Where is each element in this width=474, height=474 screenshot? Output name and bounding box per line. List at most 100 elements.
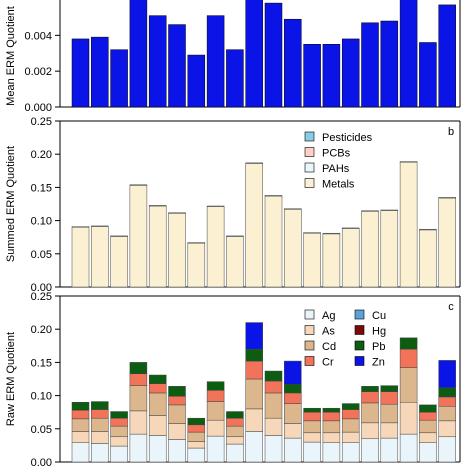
- bar-segment: [264, 370, 283, 382]
- bar-segment: [245, 163, 263, 288]
- bar-segment: [110, 425, 128, 438]
- bar-segment: [419, 229, 437, 288]
- bar-segment: [71, 442, 90, 463]
- bar: [399, 0, 418, 108]
- y-tick-label: 0.10: [31, 216, 52, 228]
- panel-mean-erm-quotient: 0.000 0.002 0.004 Mean ERM Quotient: [5, 0, 461, 114]
- bar-segment: [187, 441, 206, 449]
- bar-segment: [206, 205, 225, 207]
- bar-segment: [110, 445, 128, 463]
- legend-label: Ag: [322, 310, 335, 322]
- legend-swatch: [304, 147, 315, 157]
- bar-segment: [226, 443, 244, 463]
- bar-segment: [264, 195, 283, 288]
- bar-segment: [110, 411, 128, 419]
- bar: [322, 44, 341, 108]
- bar-segment: [206, 381, 225, 391]
- bar-segment: [110, 436, 128, 447]
- bar-segment: [187, 242, 206, 288]
- bar-segment: [341, 442, 360, 463]
- bar-segment: [71, 418, 90, 432]
- bar-segment: [341, 418, 360, 433]
- y-tick-label: 0.20: [31, 324, 52, 336]
- bar-segment: [380, 403, 399, 424]
- y-tick-label: 0.15: [31, 182, 52, 194]
- bar: [380, 20, 399, 108]
- bar-segment: [284, 360, 302, 385]
- y-tick-label: 0.000: [24, 102, 52, 114]
- bar-segment: [226, 417, 244, 427]
- legend-label: Zn: [372, 357, 385, 369]
- legend-swatch: [304, 162, 315, 173]
- bar-segment: [168, 423, 186, 440]
- bar-segment: [284, 209, 302, 288]
- bar: [129, 0, 148, 108]
- bar-segment: [438, 360, 456, 388]
- bar-segment: [187, 431, 206, 442]
- bar-segment: [284, 384, 302, 394]
- bar-segment: [264, 380, 283, 394]
- bar: [91, 36, 109, 108]
- bar-segment: [71, 226, 90, 228]
- bar-segment: [129, 362, 148, 374]
- bar-segment: [380, 385, 399, 392]
- bar-segment: [148, 205, 167, 207]
- bar-segment: [399, 433, 418, 463]
- bar-segment: [361, 210, 379, 212]
- bar-segment: [245, 360, 263, 380]
- y-axis-label: Summed ERM Quotient: [5, 146, 17, 262]
- y-tick-label: 0.00: [31, 457, 52, 469]
- bar-segment: [419, 228, 437, 231]
- y-tick-label: 0.002: [24, 66, 52, 78]
- bar-segment: [341, 409, 360, 420]
- bar-segment: [361, 402, 379, 424]
- legend-swatch: [354, 325, 365, 335]
- panel-raw-erm-quotient: 0.00 0.05 0.10 0.15 0.20 0.25 Raw ERM Quotient…: [5, 291, 461, 469]
- legend-label: Pesticides: [322, 132, 373, 144]
- bar-segment: [148, 383, 167, 394]
- legend-swatch: [304, 131, 315, 142]
- bar-segment: [322, 420, 341, 434]
- bar-segment: [71, 431, 90, 443]
- y-axis-label: Raw ERM Quotient: [5, 332, 17, 426]
- bar-segment: [322, 432, 341, 443]
- bar-segment: [341, 228, 360, 288]
- bar: [110, 49, 128, 108]
- bar-segment: [284, 392, 302, 404]
- bar-segment: [187, 447, 206, 463]
- bar-segment: [303, 432, 321, 443]
- panel-summed-erm-quotient: 0.00 0.05 0.10 0.15 0.20 0.25 Summed ERM Quoti…: [5, 116, 461, 294]
- y-axis-label: Mean ERM Quotient: [5, 6, 17, 106]
- bar: [71, 38, 90, 108]
- legend-swatch: [304, 309, 315, 320]
- bar-segment: [129, 410, 148, 435]
- bar-segment: [380, 422, 399, 439]
- legend-label: Hg: [372, 326, 386, 338]
- bar-segment: [129, 184, 148, 186]
- bar-segment: [419, 404, 437, 413]
- panel-letter: c: [448, 301, 454, 313]
- bar-segment: [71, 409, 90, 420]
- bar-segment: [264, 392, 283, 419]
- legend-swatch: [304, 325, 315, 335]
- y-tick-label: 0.004: [24, 30, 52, 42]
- bar-segment: [399, 401, 418, 435]
- bar-segment: [245, 378, 263, 410]
- legend-label: Cu: [372, 310, 386, 322]
- bar-segment: [438, 420, 456, 438]
- bar-segment: [438, 197, 456, 288]
- y-tick-label: 0.05: [31, 249, 52, 261]
- bar-segment: [168, 386, 186, 397]
- legend-swatch: [354, 356, 365, 366]
- legend-swatch: [304, 356, 315, 366]
- bar-segment: [71, 226, 90, 288]
- y-tick-label: 0.25: [31, 116, 52, 128]
- bar-segment: [380, 209, 399, 211]
- bar-segment: [187, 242, 206, 244]
- bar: [226, 49, 244, 108]
- bar: [303, 44, 321, 108]
- bar-segment: [284, 208, 302, 210]
- bar-segment: [438, 396, 456, 407]
- legend-label: Cd: [322, 341, 336, 353]
- bar-segment: [303, 411, 321, 422]
